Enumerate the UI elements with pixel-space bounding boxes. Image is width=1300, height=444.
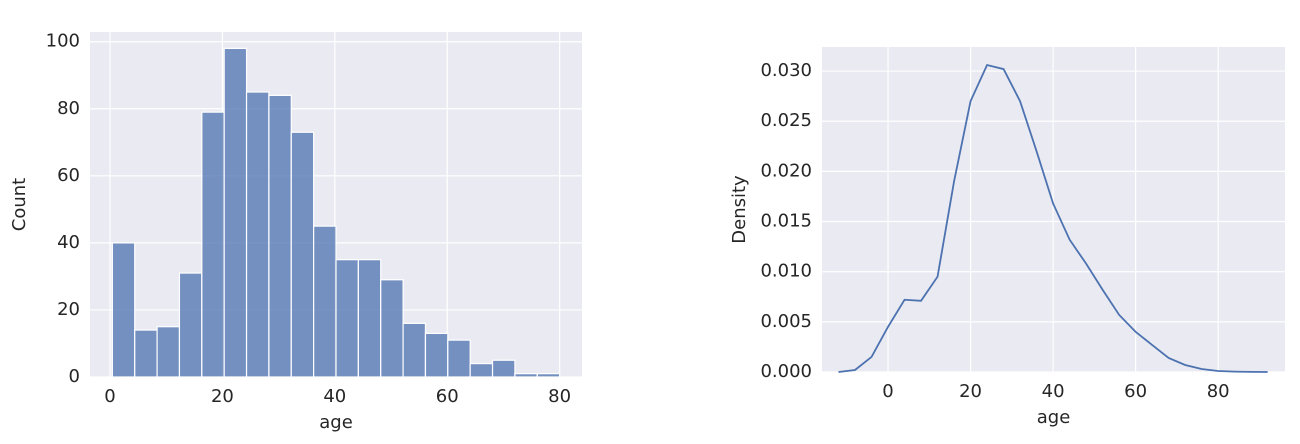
bar [313,225,337,378]
x-tick-label: 60 [1124,381,1147,402]
x-tick-label: 20 [211,386,234,407]
bar [491,359,516,378]
x-tick-label: 40 [1042,381,1065,402]
bar [357,259,382,378]
bar [223,47,248,378]
y-axis-label: Count [9,178,30,231]
y-tick-label: 100 [46,31,80,52]
bar [447,339,471,378]
x-tick-label: 60 [436,386,459,407]
y-tick-label: 0.020 [760,160,812,181]
y-tick-label: 40 [57,232,80,253]
bar [514,373,538,378]
bar [290,131,315,378]
y-tick-label: 80 [57,98,80,119]
x-axis-label: age [319,412,353,433]
bar [201,111,225,378]
y-tick-label: 0.030 [760,60,812,81]
y-axis-label: Density [729,175,750,244]
x-tick-label: 80 [548,386,571,407]
bar [178,272,203,378]
density-line [838,64,1268,373]
x-tick-label: 0 [104,386,115,407]
bar [335,259,359,378]
y-tick-label: 60 [57,165,80,186]
y-tick-label: 0.015 [760,211,812,232]
y-tick-label: 20 [57,299,80,320]
x-tick-label: 80 [1207,381,1230,402]
bar [134,329,158,378]
y-tick-label: 0.025 [760,110,812,131]
y-tick-label: 0.005 [760,311,812,332]
x-tick-label: 40 [323,386,346,407]
bar [424,332,449,378]
y-tick-label: 0.010 [760,261,812,282]
bar [402,322,427,378]
bar [380,279,404,378]
y-tick-label: 0.000 [760,361,812,382]
x-tick-label: 20 [959,381,982,402]
bar [156,326,181,378]
bar [245,91,270,378]
x-tick-label: 0 [882,381,893,402]
x-axis-label: age [1037,407,1071,428]
y-tick-label: 0 [69,366,80,387]
bar [469,362,494,378]
bar [536,373,561,378]
bar [268,94,292,378]
bar [111,242,136,378]
